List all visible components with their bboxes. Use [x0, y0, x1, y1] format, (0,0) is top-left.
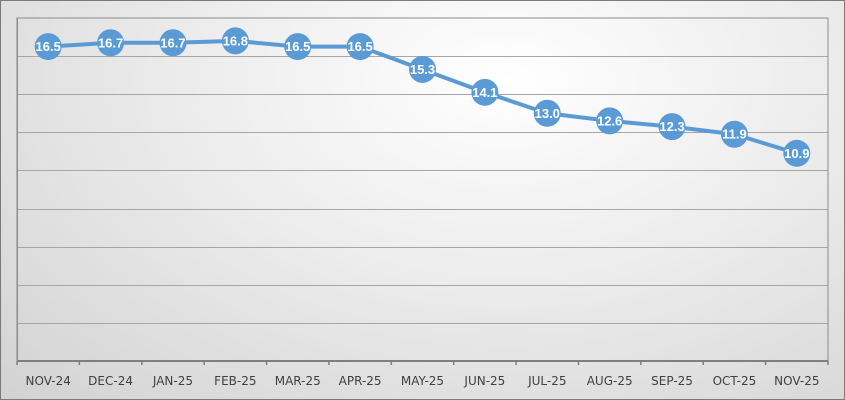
data-label: 16.8: [223, 33, 248, 48]
data-point-marker: [346, 33, 374, 61]
x-tick-label: SEP-25: [651, 374, 693, 388]
x-tick-label: NOV-25: [774, 374, 819, 388]
data-label: 14.1: [472, 85, 497, 100]
data-label: 12.3: [659, 119, 684, 134]
data-point-marker: [284, 33, 312, 61]
x-tick-label: FEB-25: [214, 374, 256, 388]
x-tick-label: AUG-25: [587, 374, 633, 388]
x-tick-label: JUL-25: [527, 374, 566, 388]
data-label: 16.7: [160, 35, 185, 50]
data-point-marker: [658, 113, 686, 141]
data-point-marker: [596, 107, 624, 135]
x-tick-label: DEC-24: [88, 374, 133, 388]
data-point-marker: [159, 29, 187, 57]
x-tick-label: MAY-25: [401, 374, 444, 388]
x-tick-label: JUN-25: [463, 374, 505, 388]
data-point-marker: [34, 33, 62, 61]
data-point-marker: [221, 27, 249, 55]
data-label: 12.6: [597, 113, 622, 128]
data-label: 15.3: [410, 62, 435, 77]
data-point-marker: [97, 29, 125, 57]
data-label: 11.9: [722, 127, 747, 142]
data-label: 16.5: [347, 39, 372, 54]
x-tick-label: JAN-25: [152, 374, 193, 388]
data-label: 16.5: [285, 39, 310, 54]
x-tick-label: MAR-25: [275, 374, 321, 388]
x-tick-label: APR-25: [339, 374, 382, 388]
data-label: 13.0: [535, 106, 560, 121]
data-label: 10.9: [784, 146, 809, 161]
data-point-marker: [720, 120, 748, 148]
data-point-marker: [409, 55, 436, 83]
data-point-marker: [533, 99, 561, 127]
data-label: 16.5: [36, 39, 61, 54]
x-tick-label: NOV-24: [26, 374, 71, 388]
data-point-marker: [783, 139, 811, 167]
x-tick-label: OCT-25: [713, 374, 757, 388]
data-label: 16.7: [98, 35, 123, 50]
data-point-marker: [471, 78, 499, 106]
